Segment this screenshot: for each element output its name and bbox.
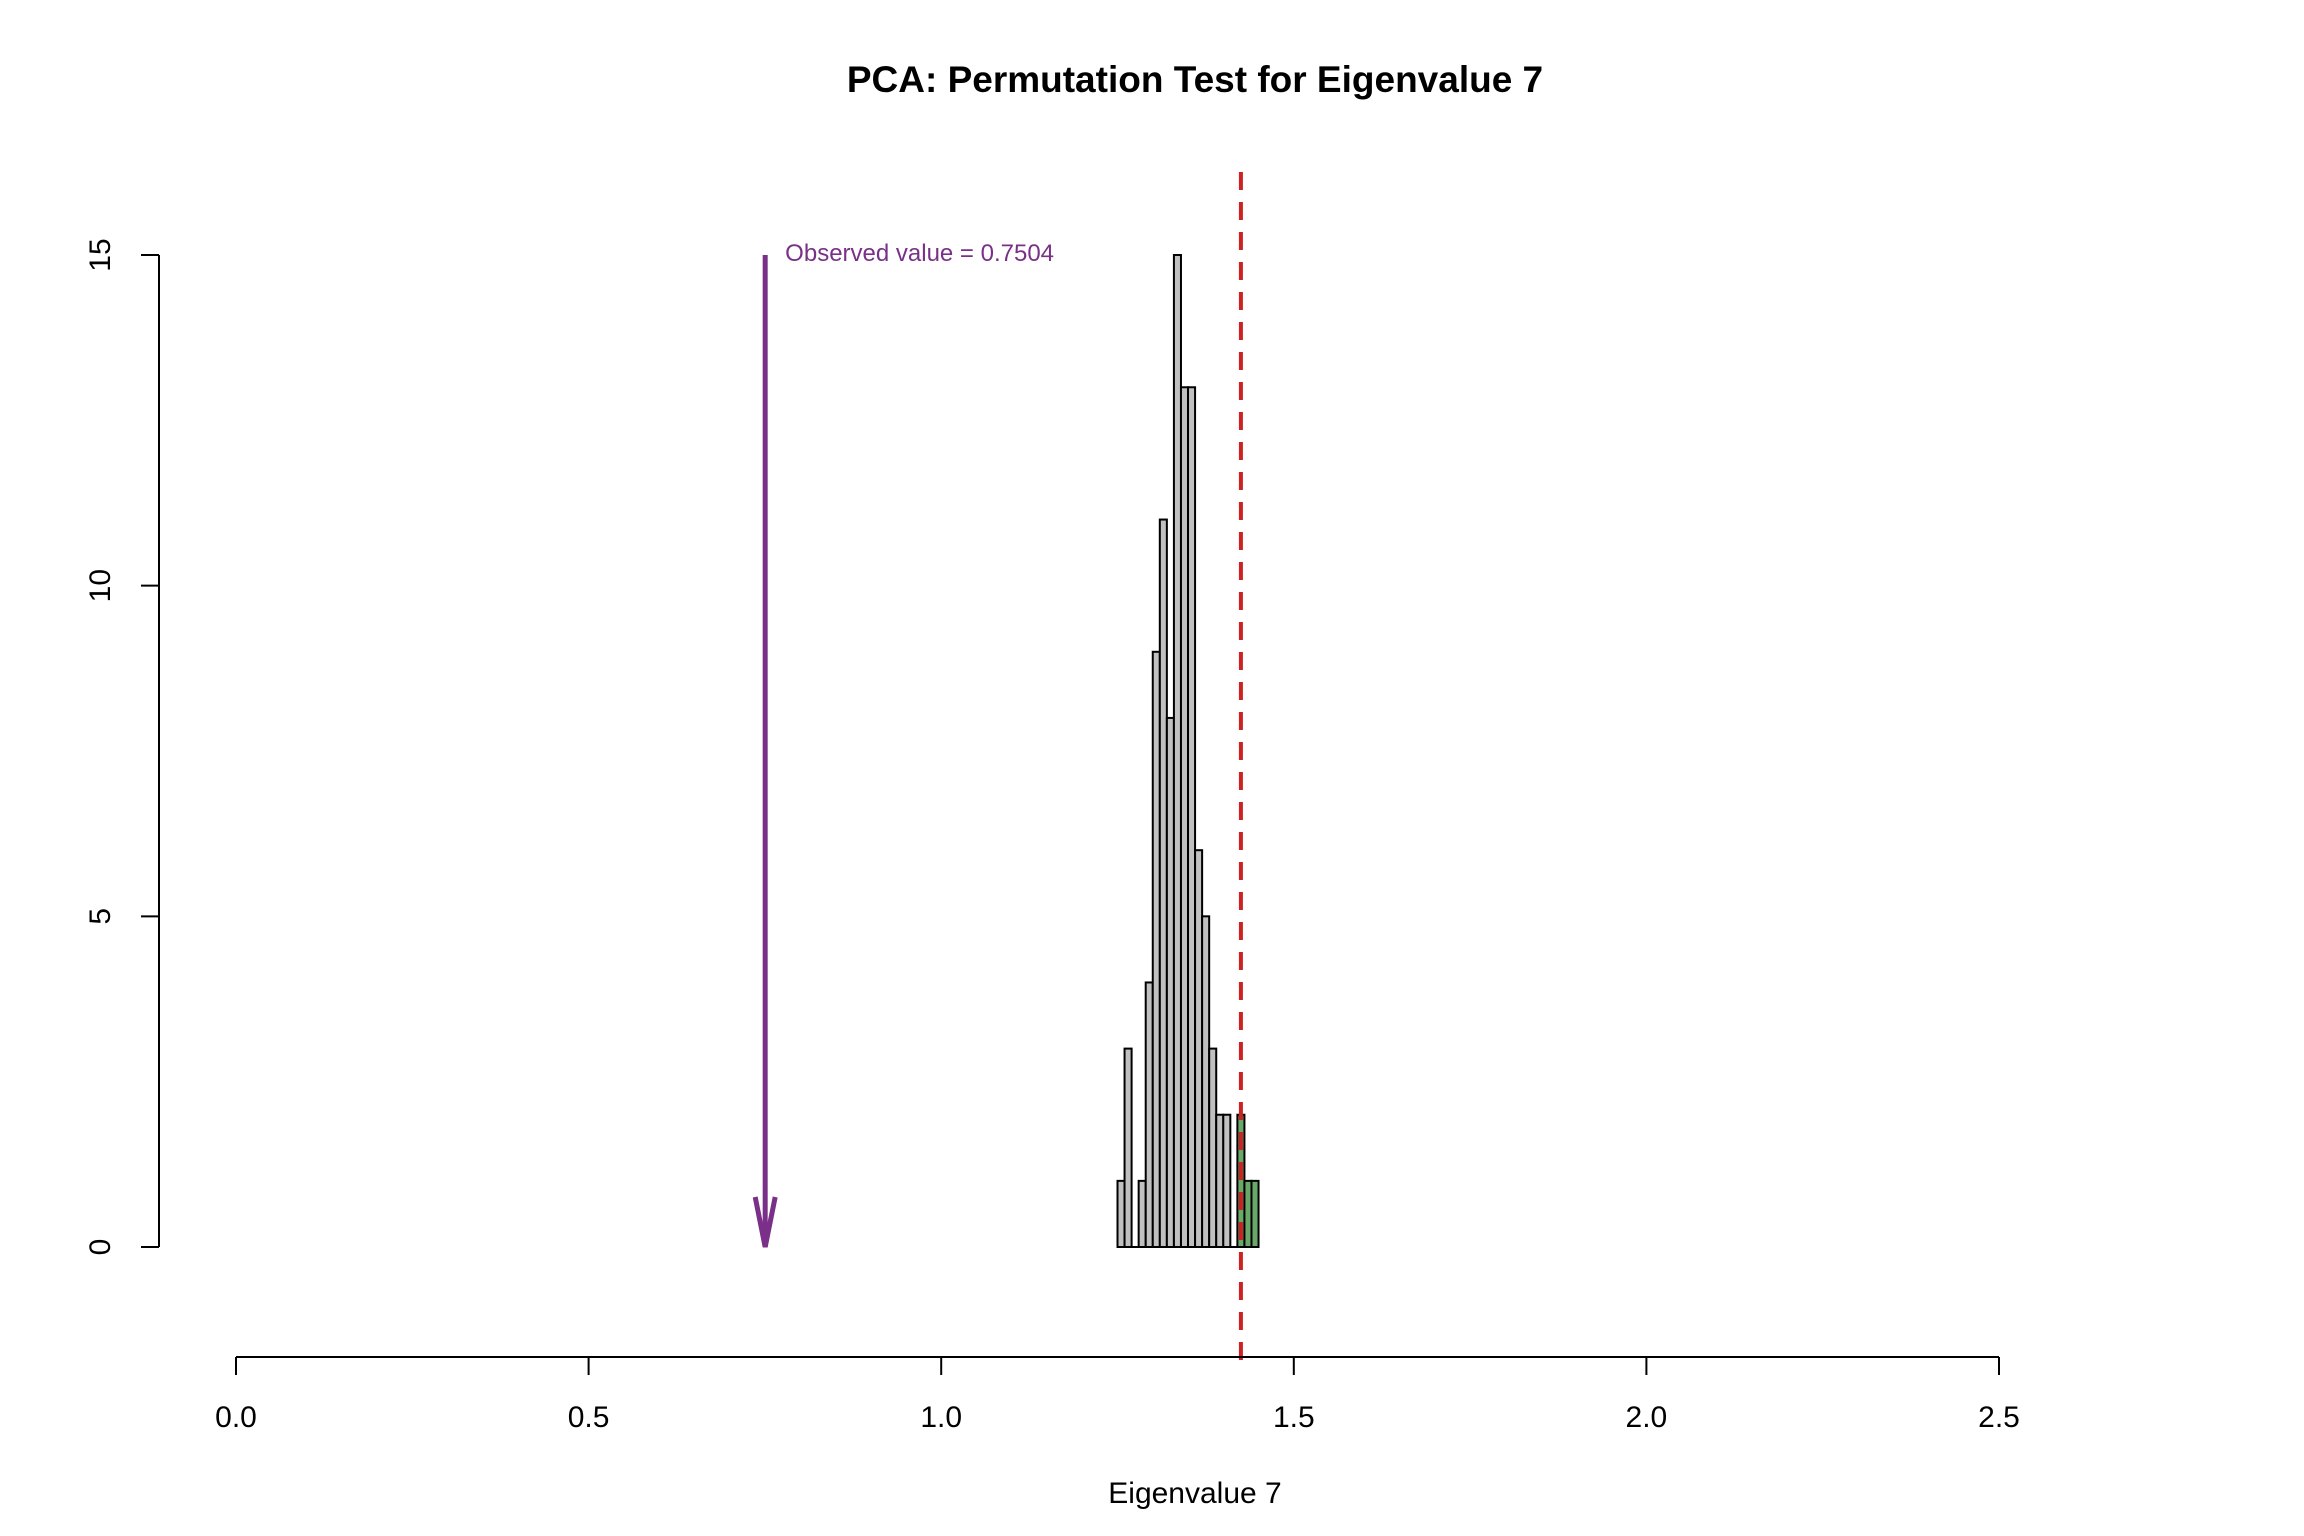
x-axis: 0.0 0.5 1.0 1.5 2.0 2.5: [215, 1356, 2020, 1434]
x-tick-label: 2.5: [1978, 1401, 2020, 1434]
histogram-bar: [1137, 1179, 1147, 1249]
histogram-bar: [1116, 1179, 1126, 1249]
histogram-bar: [1194, 849, 1204, 1248]
y-tick-label: 10: [84, 569, 117, 602]
y-axis: 0 5 10 15: [84, 238, 160, 1256]
x-tick-label: 0.5: [568, 1401, 610, 1434]
x-tick-label: 0.0: [215, 1401, 257, 1434]
histogram-bar: [1165, 716, 1175, 1248]
histogram-bar: [1158, 518, 1168, 1248]
histogram-bar: [1187, 386, 1197, 1248]
y-tick-label: 15: [84, 238, 117, 271]
histogram-bar: [1151, 650, 1161, 1248]
histogram-bar: [1179, 386, 1190, 1248]
observed-arrow-group: Observed value = 0.7504: [752, 240, 1054, 1248]
observed-value-label: Observed value = 0.7504: [785, 240, 1054, 267]
histogram-bar: [1172, 254, 1182, 1248]
histogram-bar: [1250, 1179, 1260, 1249]
histogram-bar: [1208, 1047, 1218, 1248]
x-tick-label: 2.0: [1626, 1401, 1668, 1434]
y-tick-label: 5: [84, 908, 117, 925]
histogram-bar: [1144, 981, 1154, 1248]
histogram-bar: [1123, 1047, 1133, 1248]
histogram-bar: [1201, 915, 1211, 1248]
observed-arrow-head: [752, 1196, 778, 1248]
x-tick-label: 1.5: [1273, 1401, 1315, 1434]
histogram-bar: [1215, 1113, 1225, 1248]
x-axis-label: Eigenvalue 7: [1108, 1477, 1281, 1510]
chart-title: PCA: Permutation Test for Eigenvalue 7: [847, 59, 1543, 100]
histogram-bar: [1222, 1113, 1232, 1248]
histogram-bars: [1116, 254, 1260, 1249]
x-tick-label: 1.0: [920, 1401, 962, 1434]
histogram-bar: [1243, 1179, 1253, 1249]
y-tick-label: 0: [84, 1239, 117, 1256]
